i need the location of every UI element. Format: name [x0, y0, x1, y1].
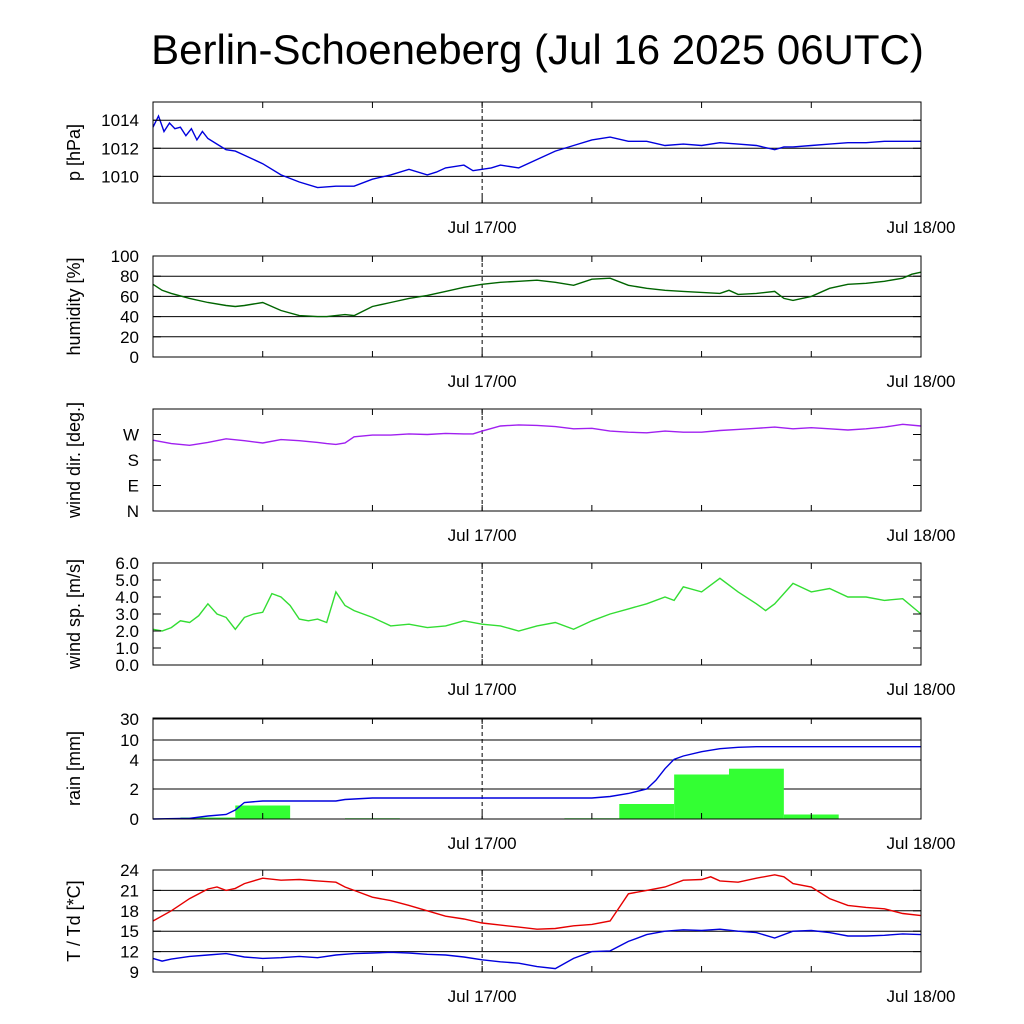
temperature-dewpoint-line — [152, 928, 922, 970]
y-tick-label: 12 — [120, 943, 139, 962]
y-tick-label: 15 — [120, 922, 139, 941]
y-tick-label: 24 — [120, 861, 139, 880]
y-tick-label: 9 — [130, 963, 139, 982]
y-tick-label: 2.0 — [115, 622, 139, 641]
plot-frame — [152, 408, 922, 512]
x-tick-label: Jul 17/00 — [448, 680, 517, 699]
y-tick-label: 100 — [111, 247, 139, 266]
plot-frame — [152, 255, 922, 358]
x-tick-label: Jul 18/00 — [887, 987, 956, 1006]
rain-panel: 0 2 410 30 rain [mm] Jul 17/00 Jul 18/00 — [64, 710, 956, 853]
x-tick-label: Jul 17/00 — [448, 987, 517, 1006]
y-tick-label: S — [128, 451, 139, 470]
y-tick-label: 30 — [120, 710, 139, 729]
y-tick-label: 0.0 — [115, 656, 139, 675]
x-tick-label: Jul 18/00 — [887, 372, 956, 391]
humidity-humidity-line — [152, 271, 922, 318]
y-tick-label: N — [127, 502, 139, 521]
y-tick-label: 20 — [120, 328, 139, 347]
x-tick-label: Jul 18/00 — [887, 218, 956, 237]
y-tick-label: 1014 — [101, 111, 139, 130]
y-tick-label: 10 — [120, 731, 139, 750]
y-tick-label: E — [128, 477, 139, 496]
x-tick-label: Jul 17/00 — [448, 526, 517, 545]
y-tick-label: 2 — [130, 780, 139, 799]
wind_dir-wind_dir-line — [152, 423, 922, 447]
y-axis-label: rain [mm] — [64, 731, 84, 806]
y-tick-label: 0 — [130, 348, 139, 367]
y-axis-label: humidity [%] — [64, 257, 84, 355]
y-tick-label: 40 — [120, 308, 139, 327]
x-tick-label: Jul 17/00 — [448, 372, 517, 391]
plot-frame — [152, 101, 922, 204]
pressure-panel: 1010 1012 1014 p [hPa] Jul 17/00 Jul 18/00 — [64, 101, 956, 237]
y-tick-label: 4 — [130, 751, 139, 770]
y-tick-label: 0 — [130, 810, 139, 829]
y-tick-label: 1.0 — [115, 639, 139, 658]
y-tick-label: 4.0 — [115, 588, 139, 607]
y-tick-label: 1010 — [101, 167, 139, 186]
y-tick-label: 80 — [120, 267, 139, 286]
x-tick-label: Jul 18/00 — [887, 680, 956, 699]
rain-bar — [235, 805, 291, 819]
rain-bar — [180, 817, 236, 819]
chart-title: Berlin-Schoeneberg (Jul 16 2025 06UTC) — [151, 26, 924, 73]
y-tick-label: 60 — [120, 287, 139, 306]
y-tick-label: 6.0 — [115, 554, 139, 573]
y-axis-label: p [hPa] — [64, 124, 84, 181]
y-tick-label: W — [123, 426, 139, 445]
x-tick-label: Jul 17/00 — [448, 218, 517, 237]
y-axis-label: wind sp. [m/s] — [64, 559, 84, 670]
rain-bar — [674, 774, 729, 819]
y-axis-label: T / Td [*C] — [64, 880, 84, 961]
y-tick-label: 1012 — [101, 139, 139, 158]
y-tick-label: 21 — [120, 881, 139, 900]
pressure-pressure-line — [152, 114, 921, 189]
plot-frame — [152, 562, 922, 666]
rain-bar — [729, 768, 784, 819]
x-tick-label: Jul 18/00 — [887, 526, 956, 545]
y-tick-label: 3.0 — [115, 605, 139, 624]
plot-frame — [152, 869, 922, 973]
x-tick-label: Jul 18/00 — [887, 834, 956, 853]
y-axis-label: wind dir. [deg.] — [64, 402, 84, 519]
x-tick-label: Jul 17/00 — [448, 834, 517, 853]
rain-bar — [619, 804, 675, 819]
plot-frame — [152, 717, 922, 820]
wind-speed-panel: 0.01.02.03.04.05.06.0 wind sp. [m/s] Jul 1… — [64, 554, 956, 699]
rain-rain_cumulative-line — [152, 746, 921, 820]
y-tick-label: 5.0 — [115, 571, 139, 590]
wind_speed-wind_speed-line — [152, 577, 922, 632]
temperature-temperature-line — [152, 874, 922, 930]
y-tick-label: 18 — [120, 902, 139, 921]
